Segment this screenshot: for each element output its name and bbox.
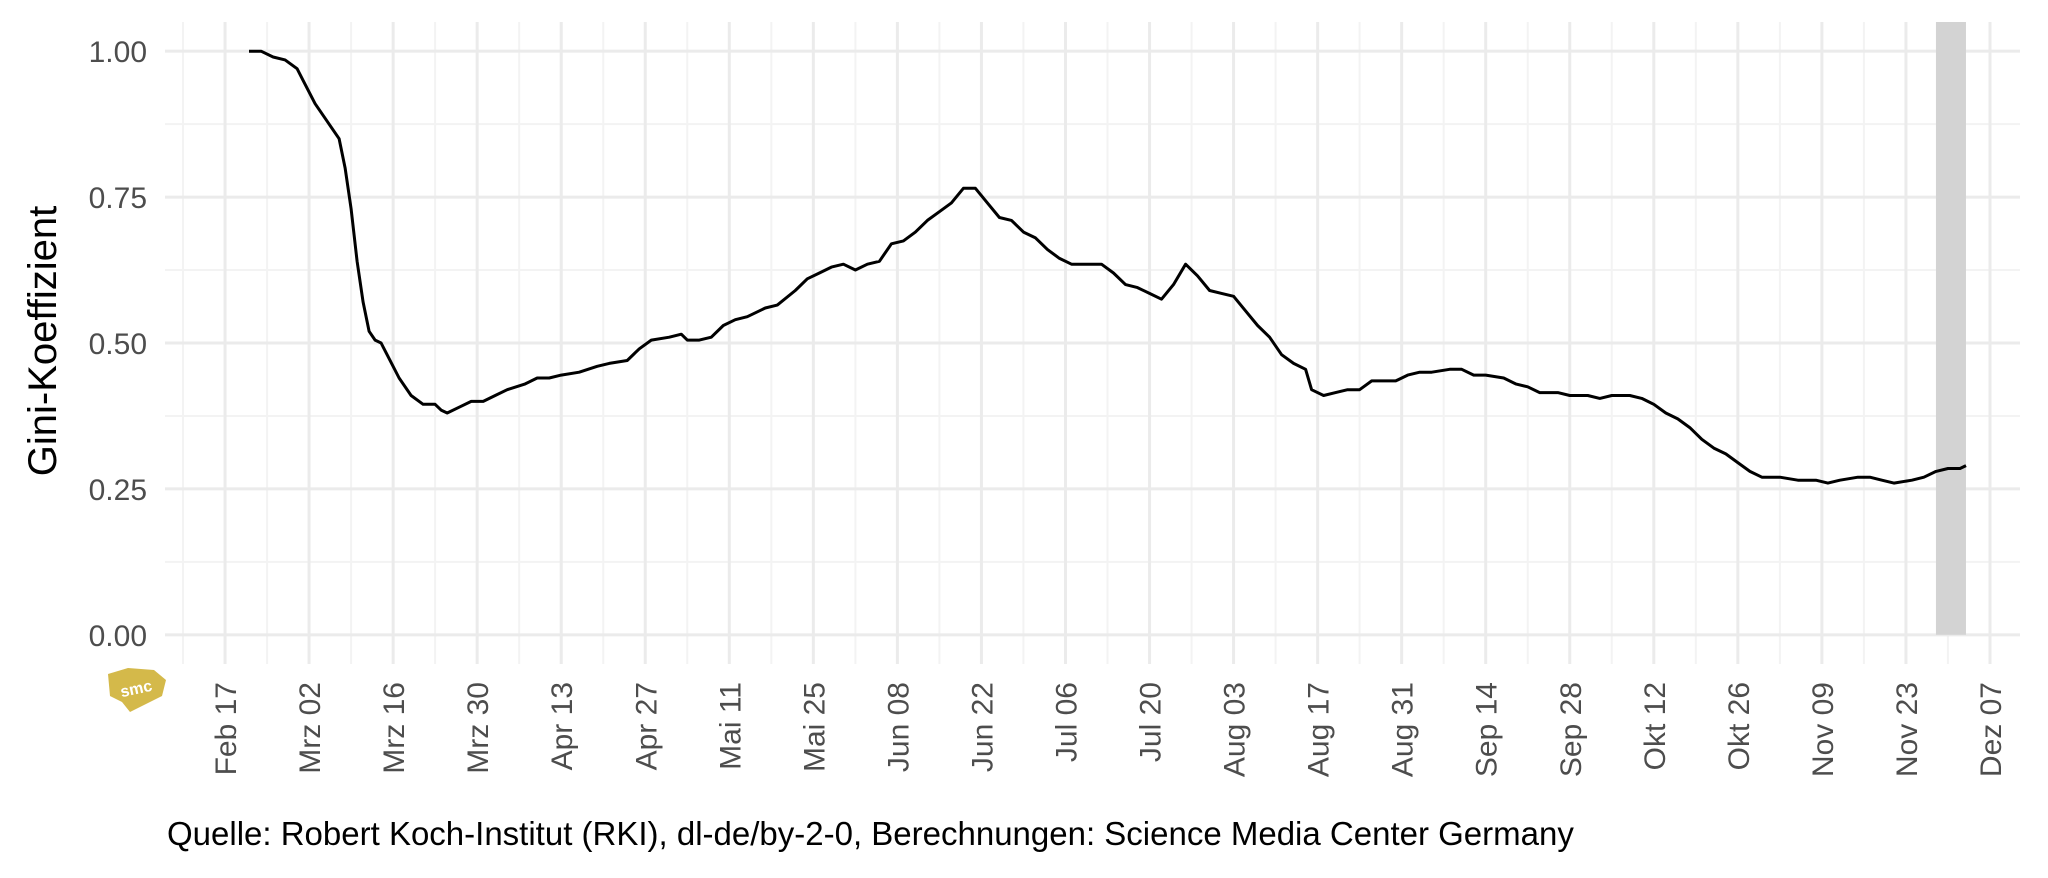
x-tick-label: Jun 22 — [966, 682, 999, 772]
x-tick-label: Mrz 16 — [378, 682, 411, 774]
y-tick-label: 0.50 — [89, 328, 147, 361]
smc-logo-text: smc — [119, 678, 154, 701]
x-axis-ticks: Feb 17 Mrz 02 Mrz 16 Mrz 30 Apr 13 Apr 27 Mai … — [210, 682, 2008, 777]
x-tick-label: Dez 07 — [1975, 682, 2008, 777]
y-tick-label: 1.00 — [89, 36, 147, 69]
x-tick-label: Aug 31 — [1387, 682, 1420, 777]
source-caption: Quelle: Robert Koch-Institut (RKI), dl-d… — [167, 815, 1574, 852]
grid-lines — [165, 22, 2020, 664]
y-axis-ticks: 0.00 0.25 0.50 0.75 1.00 — [89, 36, 147, 653]
x-tick-label: Mrz 02 — [294, 682, 327, 774]
x-tick-label: Okt 26 — [1723, 682, 1756, 770]
x-tick-label: Apr 13 — [546, 682, 579, 770]
y-tick-label: 0.75 — [89, 182, 147, 215]
gini-series-line — [249, 49, 1967, 485]
series-layer — [249, 49, 1967, 485]
y-tick-label: 0.00 — [89, 620, 147, 653]
x-tick-label: Jul 06 — [1051, 682, 1084, 762]
x-tick-label: Aug 17 — [1303, 682, 1336, 777]
x-tick-label: Jul 20 — [1135, 682, 1168, 762]
x-tick-label: Mrz 30 — [462, 682, 495, 774]
x-tick-label: Okt 12 — [1639, 682, 1672, 770]
x-tick-label: Jun 08 — [882, 682, 915, 772]
x-tick-label: Nov 23 — [1891, 682, 1924, 777]
x-tick-label: Apr 27 — [630, 682, 663, 770]
shaded-region-layer — [1935, 22, 1966, 635]
x-tick-label: Sep 28 — [1555, 682, 1588, 777]
x-tick-label: Sep 14 — [1471, 682, 1504, 777]
smc-logo: smc — [108, 668, 166, 712]
x-tick-label: Mai 25 — [798, 682, 831, 772]
y-axis-label: Gini-Koeffizient — [21, 206, 65, 477]
x-tick-label: Mai 11 — [714, 682, 747, 770]
x-tick-label: Nov 09 — [1807, 682, 1840, 777]
x-tick-label: Aug 03 — [1219, 682, 1252, 777]
shaded-region — [1935, 22, 1966, 635]
y-tick-label: 0.25 — [89, 474, 147, 507]
x-tick-label: Feb 17 — [210, 682, 243, 775]
